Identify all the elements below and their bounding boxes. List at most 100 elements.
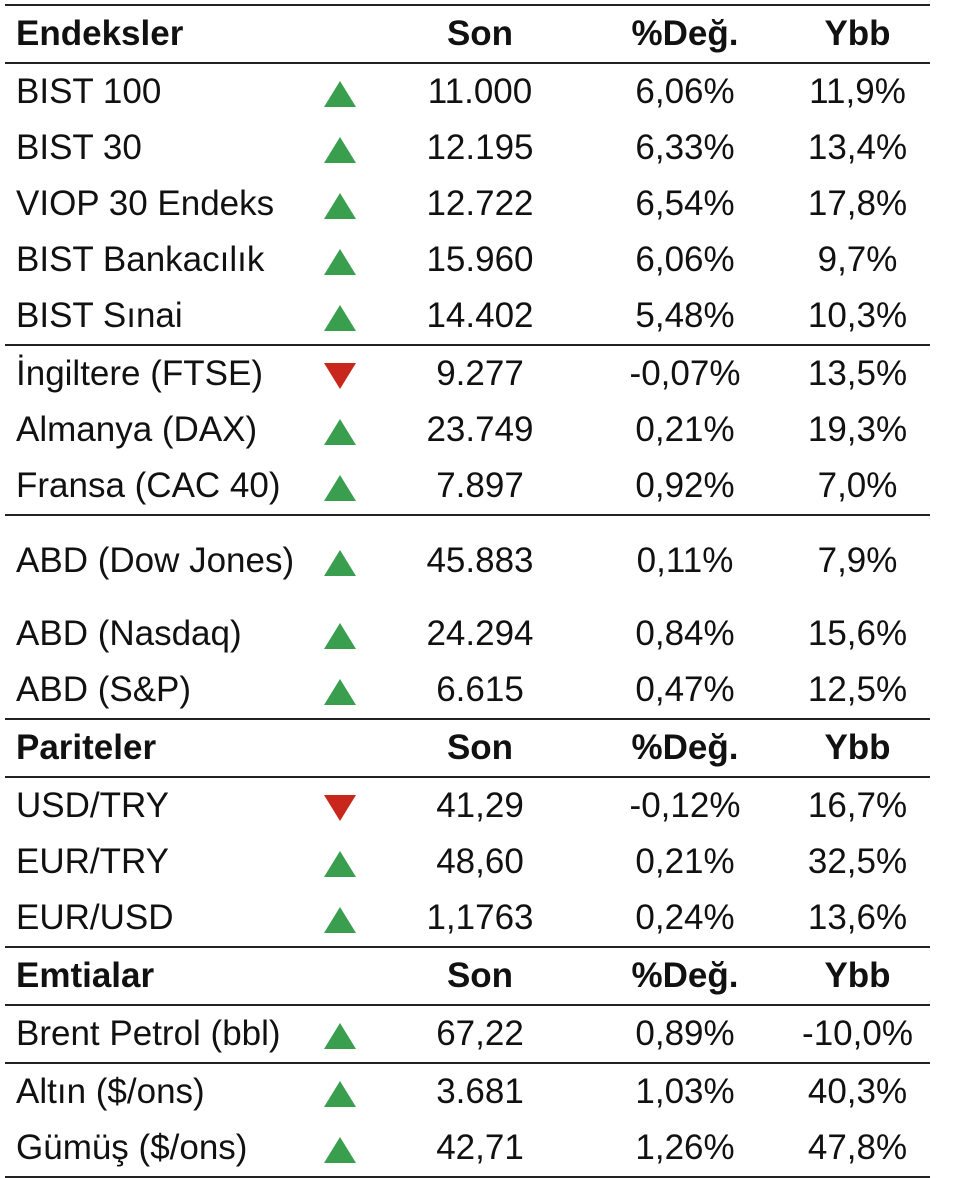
direction-cell <box>305 606 375 662</box>
instrument-name: İngiltere (FTSE) <box>5 344 305 402</box>
triangle-up-icon <box>324 136 356 163</box>
percent-change: 6,54% <box>635 184 735 223</box>
table-row: ABD (Nasdaq) 24.294 0,84% 15,6% <box>5 606 930 662</box>
ytd-change: 15,6% <box>807 614 908 653</box>
triangle-up-icon <box>324 1136 356 1163</box>
table-row: BIST Sınai 14.402 5,48% 10,3% <box>5 288 930 345</box>
ytd-change: 12,5% <box>807 670 908 709</box>
triangle-up-icon <box>324 678 356 705</box>
direction-cell <box>305 1120 375 1178</box>
direction-cell <box>305 458 375 515</box>
triangle-up-icon <box>324 906 356 933</box>
instrument-name: VIOP 30 Endeks <box>16 184 275 223</box>
percent-change: 0,11% <box>585 514 785 606</box>
percent-change: 0,84% <box>635 614 735 653</box>
triangle-up-icon <box>324 622 356 649</box>
table-row: Brent Petrol (bbl) 67,22 0,89% -10,0% <box>5 1004 930 1063</box>
table-row: VIOP 30 Endeks 12.722 6,54% 17,8% <box>5 176 930 232</box>
last-value: 24.294 <box>426 614 534 653</box>
column-header-ytd: Ybb <box>785 946 930 1005</box>
direction-cell <box>305 1004 375 1063</box>
instrument-name: Gümüş ($/ons) <box>5 1120 305 1178</box>
direction-cell <box>305 834 375 890</box>
section-title: Emtialar <box>5 946 305 1005</box>
triangle-down-icon <box>324 794 356 821</box>
section-header-emtialar: Emtialar Son %Değ. Ybb <box>5 946 930 1005</box>
table-row: USD/TRY 41,29 -0,12% 16,7% <box>5 776 930 834</box>
column-header-ytd: Ybb <box>785 4 930 63</box>
percent-change: 6,33% <box>635 128 735 167</box>
column-header-change: %Değ. <box>585 946 785 1005</box>
direction-cell <box>305 62 375 120</box>
instrument-name: Brent Petrol (bbl) <box>5 1004 305 1063</box>
direction-cell <box>305 288 375 345</box>
instrument-name: BIST 100 <box>5 62 305 120</box>
header-spacer <box>305 718 375 777</box>
percent-change: 0,21% <box>635 842 735 881</box>
instrument-name: BIST 30 <box>16 128 142 167</box>
ytd-change: 16,7% <box>785 776 930 834</box>
last-value: 9.277 <box>375 344 585 402</box>
last-value: 23.749 <box>426 410 534 449</box>
last-value: 14.402 <box>426 296 534 335</box>
table-row: ABD (S&P) 6.615 0,47% 12,5% <box>5 662 930 719</box>
header-spacer <box>305 946 375 1005</box>
table-row: Almanya (DAX) 23.749 0,21% 19,3% <box>5 402 930 458</box>
last-value: 67,22 <box>375 1004 585 1063</box>
triangle-up-icon <box>324 192 356 219</box>
last-value: 7.897 <box>436 466 524 505</box>
triangle-up-icon <box>324 418 356 445</box>
column-header-last: Son <box>375 4 585 63</box>
triangle-down-icon <box>324 362 356 389</box>
last-value: 45.883 <box>375 514 585 606</box>
table-row: BIST Bankacılık 15.960 6,06% 9,7% <box>5 232 930 288</box>
triangle-up-icon <box>324 549 356 576</box>
direction-cell <box>305 662 375 719</box>
percent-change: 0,21% <box>635 410 735 449</box>
direction-cell <box>305 776 375 834</box>
last-value: 15.960 <box>426 240 534 279</box>
last-value: 48,60 <box>436 842 524 881</box>
last-value: 1,1763 <box>426 898 534 937</box>
ytd-change: 47,8% <box>785 1120 930 1178</box>
instrument-name: EUR/TRY <box>16 842 169 881</box>
ytd-change: 7,9% <box>785 514 930 606</box>
table-row: Gümüş ($/ons) 42,71 1,26% 47,8% <box>5 1120 930 1178</box>
ytd-change: 13,6% <box>807 898 908 937</box>
percent-change: 0,92% <box>635 466 735 505</box>
direction-cell <box>305 514 375 606</box>
table-row: ABD (Dow Jones) 45.883 0,11% 7,9% <box>5 514 930 606</box>
ytd-change: -10,0% <box>785 1004 930 1063</box>
percent-change: 5,48% <box>635 296 735 335</box>
ytd-change: 40,3% <box>785 1062 930 1120</box>
instrument-name: Fransa (CAC 40) <box>16 466 281 505</box>
triangle-up-icon <box>324 1080 356 1107</box>
ytd-change: 11,9% <box>785 62 930 120</box>
table-row: BIST 30 12.195 6,33% 13,4% <box>5 120 930 176</box>
percent-change: 0,89% <box>585 1004 785 1063</box>
instrument-name: Altın ($/ons) <box>5 1062 305 1120</box>
direction-cell <box>305 176 375 232</box>
last-value: 42,71 <box>375 1120 585 1178</box>
column-header-ytd: Ybb <box>785 718 930 777</box>
direction-cell <box>305 344 375 402</box>
instrument-name: BIST Sınai <box>16 296 183 335</box>
triangle-up-icon <box>324 850 356 877</box>
last-value: 11.000 <box>375 62 585 120</box>
table-row: İngiltere (FTSE) 9.277 -0,07% 13,5% <box>5 344 930 402</box>
instrument-name: BIST Bankacılık <box>16 240 265 279</box>
instrument-name: ABD (S&P) <box>16 670 192 709</box>
ytd-change: 17,8% <box>807 184 908 223</box>
instrument-name: Almanya (DAX) <box>16 410 258 449</box>
direction-cell <box>305 232 375 288</box>
triangle-up-icon <box>324 304 356 331</box>
column-header-last: Son <box>375 718 585 777</box>
table-row: EUR/USD 1,1763 0,24% 13,6% <box>5 890 930 947</box>
ytd-change: 10,3% <box>807 296 908 335</box>
percent-change: 0,24% <box>635 898 735 937</box>
direction-cell <box>305 1062 375 1120</box>
last-value: 12.722 <box>426 184 534 223</box>
ytd-change: 32,5% <box>807 842 908 881</box>
section-header-pariteler: Pariteler Son %Değ. Ybb <box>5 718 930 777</box>
instrument-name: EUR/USD <box>16 898 174 937</box>
